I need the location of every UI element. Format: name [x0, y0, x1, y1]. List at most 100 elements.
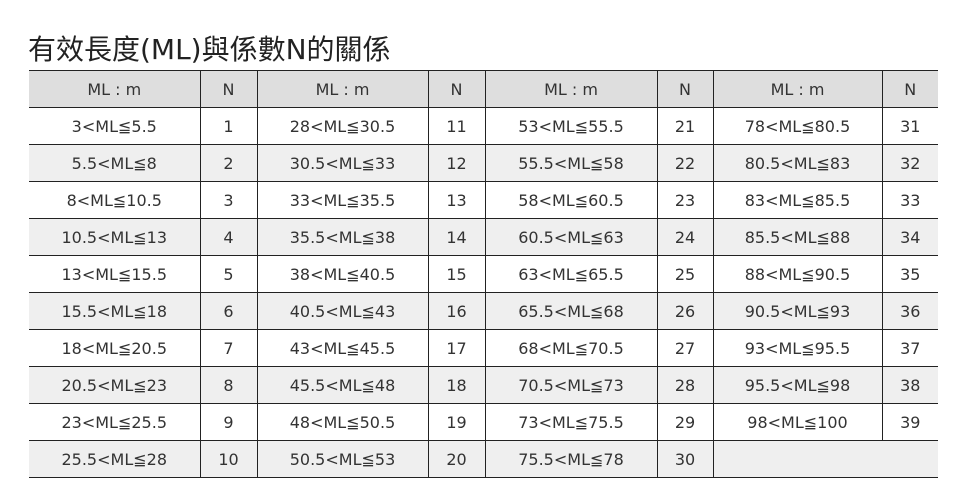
ml-range-cell: 95.5<ML≦98: [712, 366, 882, 404]
column-header-ml: ML : m: [484, 70, 657, 108]
ml-range-cell: 55.5<ML≦58: [484, 144, 657, 182]
ml-range-cell: 78<ML≦80.5: [712, 107, 882, 145]
n-value-cell: 2: [199, 144, 257, 182]
ml-range-cell: 30.5<ML≦33: [256, 144, 428, 182]
ml-range-cell: 60.5<ML≦63: [484, 218, 657, 256]
n-value-cell: 18: [427, 366, 485, 404]
ml-range-cell: 35.5<ML≦38: [256, 218, 428, 256]
ml-range-cell: 38<ML≦40.5: [256, 255, 428, 293]
n-value-cell: 9: [199, 403, 257, 441]
n-value-cell: 15: [427, 255, 485, 293]
n-value-cell: 8: [199, 366, 257, 404]
ml-range-cell: 45.5<ML≦48: [256, 366, 428, 404]
ml-range-cell: 90.5<ML≦93: [712, 292, 882, 330]
n-value-cell: 19: [427, 403, 485, 441]
n-value-cell: 11: [427, 107, 485, 145]
ml-range-cell: 48<ML≦50.5: [256, 403, 428, 441]
ml-range-cell: 13<ML≦15.5: [29, 255, 200, 293]
table-row: 5.5<ML≦8 2 30.5<ML≦33 12 55.5<ML≦58 22 80.5<ML…: [29, 144, 938, 182]
column-header-ml: ML : m: [256, 70, 428, 108]
n-value-cell: 33: [881, 181, 938, 219]
ml-range-cell: 53<ML≦55.5: [484, 107, 657, 145]
n-value-cell: 16: [427, 292, 485, 330]
column-header-ml: ML : m: [29, 70, 200, 108]
n-value-cell: 27: [656, 329, 713, 367]
n-value-cell: 26: [656, 292, 713, 330]
table-row: 25.5<ML≦28 10 50.5<ML≦53 20 75.5<ML≦78 30: [29, 440, 938, 478]
ml-range-cell: 33<ML≦35.5: [256, 181, 428, 219]
ml-range-cell: 80.5<ML≦83: [712, 144, 882, 182]
table-row: 3<ML≦5.5 1 28<ML≦30.5 11 53<ML≦55.5 21 78<ML≦8…: [29, 107, 938, 145]
ml-range-cell: 23<ML≦25.5: [29, 403, 200, 441]
ml-range-cell: 5.5<ML≦8: [29, 144, 200, 182]
n-value-cell: 24: [656, 218, 713, 256]
n-value-cell: 13: [427, 181, 485, 219]
table-row: 10.5<ML≦13 4 35.5<ML≦38 14 60.5<ML≦63 24 85.5<…: [29, 218, 938, 256]
ml-range-cell: 20.5<ML≦23: [29, 366, 200, 404]
ml-range-cell: 18<ML≦20.5: [29, 329, 200, 367]
n-value-cell: 12: [427, 144, 485, 182]
n-value-cell: 7: [199, 329, 257, 367]
ml-range-cell: 25.5<ML≦28: [29, 440, 200, 478]
ml-range-cell: 65.5<ML≦68: [484, 292, 657, 330]
n-value-cell: 21: [656, 107, 713, 145]
ml-range-cell: 98<ML≦100: [712, 403, 882, 441]
n-value-cell: 10: [199, 440, 257, 478]
n-value-cell: 25: [656, 255, 713, 293]
column-header-ml: ML : m: [712, 70, 882, 108]
ml-range-cell: 85.5<ML≦88: [712, 218, 882, 256]
ml-range-cell: 58<ML≦60.5: [484, 181, 657, 219]
n-value-cell: 17: [427, 329, 485, 367]
ml-range-cell: 68<ML≦70.5: [484, 329, 657, 367]
n-value-cell: 28: [656, 366, 713, 404]
table-row: 18<ML≦20.5 7 43<ML≦45.5 17 68<ML≦70.5 27 93<ML…: [29, 329, 938, 367]
ml-range-cell: 43<ML≦45.5: [256, 329, 428, 367]
n-value-cell: 3: [199, 181, 257, 219]
n-value-cell: 36: [881, 292, 938, 330]
n-value-cell: 1: [199, 107, 257, 145]
ml-range-cell: 8<ML≦10.5: [29, 181, 200, 219]
table-row: 13<ML≦15.5 5 38<ML≦40.5 15 63<ML≦65.5 25 88<ML…: [29, 255, 938, 293]
ml-range-cell: 75.5<ML≦78: [484, 440, 657, 478]
n-value-cell: 35: [881, 255, 938, 293]
ml-range-cell: 63<ML≦65.5: [484, 255, 657, 293]
table-row: 20.5<ML≦23 8 45.5<ML≦48 18 70.5<ML≦73 28 95.5<…: [29, 366, 938, 404]
column-header-n: N: [427, 70, 485, 108]
column-header-n: N: [199, 70, 257, 108]
ml-range-cell: 10.5<ML≦13: [29, 218, 200, 256]
n-value-cell: 6: [199, 292, 257, 330]
n-value-cell: 23: [656, 181, 713, 219]
n-value-cell: 30: [656, 440, 713, 478]
column-header-n: N: [656, 70, 713, 108]
n-value-cell: 4: [199, 218, 257, 256]
ml-range-cell: 50.5<ML≦53: [256, 440, 428, 478]
n-value-cell: 37: [881, 329, 938, 367]
n-value-cell: 20: [427, 440, 485, 478]
n-value-cell: 34: [881, 218, 938, 256]
n-value-cell: 31: [881, 107, 938, 145]
ml-range-cell: 3<ML≦5.5: [29, 107, 200, 145]
table-row: 23<ML≦25.5 9 48<ML≦50.5 19 73<ML≦75.5 29 98<ML…: [29, 403, 938, 441]
ml-range-cell: 83<ML≦85.5: [712, 181, 882, 219]
n-value-cell: 29: [656, 403, 713, 441]
ml-range-cell: 28<ML≦30.5: [256, 107, 428, 145]
column-header-n: N: [881, 70, 938, 108]
page-title: 有效長度(ML)與係數N的關係: [28, 33, 391, 66]
ml-range-cell: 40.5<ML≦43: [256, 292, 428, 330]
ml-range-cell: 88<ML≦90.5: [712, 255, 882, 293]
n-value-cell: 38: [881, 366, 938, 404]
empty-cell: [712, 440, 938, 478]
table-row: 15.5<ML≦18 6 40.5<ML≦43 16 65.5<ML≦68 26 90.5<…: [29, 292, 938, 330]
n-value-cell: 39: [881, 403, 938, 441]
ml-range-cell: 73<ML≦75.5: [484, 403, 657, 441]
n-value-cell: 32: [881, 144, 938, 182]
ml-range-cell: 93<ML≦95.5: [712, 329, 882, 367]
table-row: 8<ML≦10.5 3 33<ML≦35.5 13 58<ML≦60.5 23 83<ML≦…: [29, 181, 938, 219]
ml-range-cell: 70.5<ML≦73: [484, 366, 657, 404]
ml-range-cell: 15.5<ML≦18: [29, 292, 200, 330]
n-value-cell: 5: [199, 255, 257, 293]
n-value-cell: 22: [656, 144, 713, 182]
n-value-cell: 14: [427, 218, 485, 256]
